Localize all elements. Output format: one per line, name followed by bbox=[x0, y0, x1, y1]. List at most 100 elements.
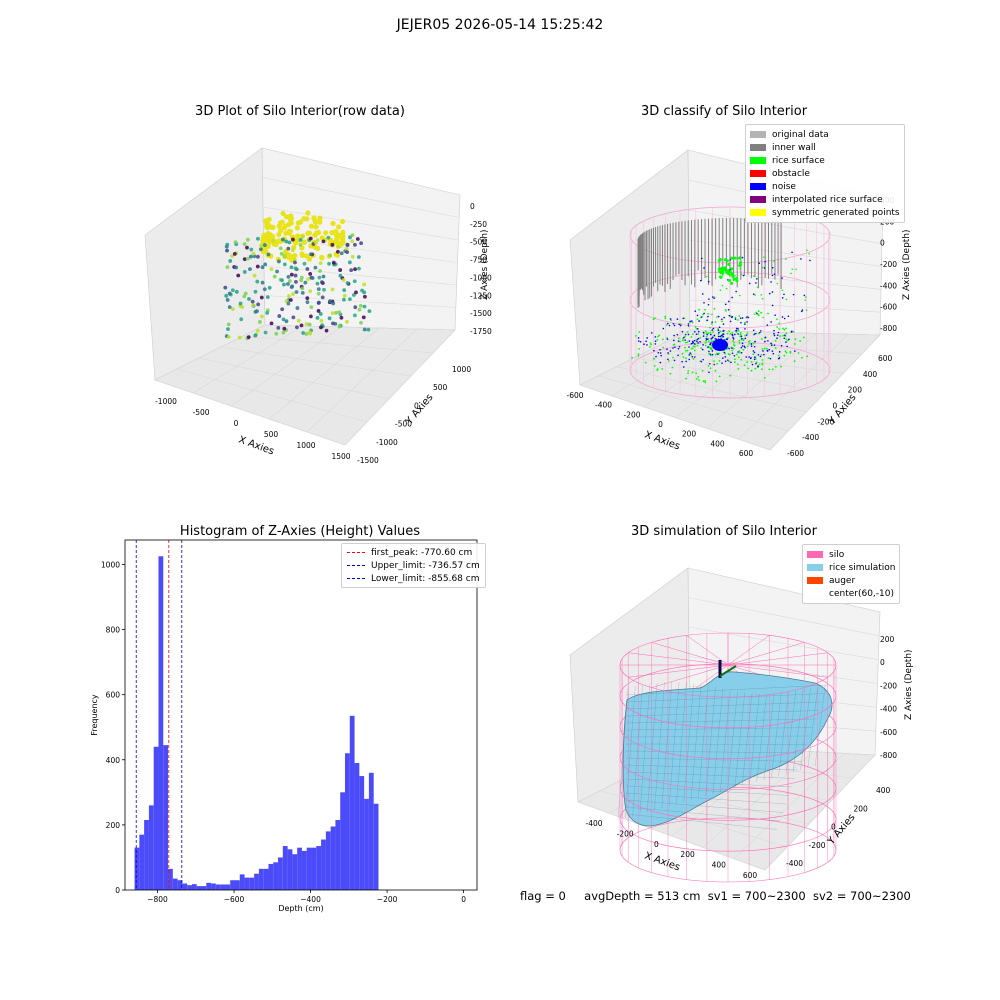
legend-label: obstacle bbox=[772, 168, 810, 179]
data-point bbox=[226, 322, 231, 327]
data-point bbox=[267, 232, 274, 238]
gridline bbox=[688, 239, 882, 267]
histogram-bar bbox=[273, 862, 279, 890]
silo-roof-spoke bbox=[628, 652, 729, 666]
noise-point bbox=[740, 335, 743, 338]
data-point bbox=[270, 224, 276, 231]
noise-point bbox=[792, 293, 795, 296]
y-tick-label: 1000 bbox=[452, 365, 471, 374]
noise-point bbox=[688, 354, 691, 356]
rice-surface-point bbox=[735, 276, 739, 280]
rice-surface-point bbox=[774, 339, 777, 342]
noise-point bbox=[737, 351, 739, 353]
figure-title: JEJER05 2026-05-14 15:25:42 bbox=[396, 17, 604, 33]
rice-surface-point bbox=[737, 329, 740, 332]
data-point bbox=[287, 294, 291, 298]
x-tick-label: 0 bbox=[654, 840, 659, 849]
rice-surface-point bbox=[758, 363, 761, 366]
rice-surface-point bbox=[785, 332, 788, 335]
data-point bbox=[248, 254, 253, 259]
legend-label: silo bbox=[829, 549, 845, 560]
panel3-vlines bbox=[135, 540, 183, 890]
rice-surface-point bbox=[728, 353, 731, 356]
data-point bbox=[228, 259, 233, 263]
histogram-bar bbox=[177, 880, 183, 890]
legend-label: Upper_limit: -736.57 cm bbox=[371, 560, 480, 571]
rice-surface-point bbox=[755, 361, 758, 364]
rice-surface-point bbox=[726, 332, 729, 335]
data-point bbox=[316, 291, 321, 296]
data-point bbox=[318, 269, 322, 273]
data-point bbox=[274, 331, 279, 336]
mesh-line bbox=[720, 690, 731, 793]
noise-point bbox=[734, 333, 736, 336]
noise-point bbox=[768, 292, 771, 295]
rice-surface-point bbox=[703, 332, 705, 335]
data-point bbox=[242, 294, 247, 299]
legend-line bbox=[347, 578, 365, 579]
x-tick-label: 200 bbox=[680, 850, 695, 859]
rice-surface-point bbox=[695, 327, 698, 330]
noise-point bbox=[730, 361, 732, 364]
y-tick-label: 600 bbox=[878, 354, 893, 363]
data-point bbox=[353, 242, 357, 247]
data-point bbox=[233, 240, 238, 245]
data-point bbox=[266, 239, 273, 245]
noise-point bbox=[774, 314, 776, 316]
rice-surface-point bbox=[665, 324, 668, 326]
data-point bbox=[345, 243, 350, 248]
noise-point bbox=[687, 325, 690, 327]
rice-surface-point bbox=[732, 347, 735, 350]
noise-point bbox=[773, 344, 776, 347]
noise-point bbox=[639, 340, 642, 343]
histogram-bar bbox=[239, 874, 245, 890]
noise-point bbox=[685, 360, 687, 363]
data-point bbox=[352, 313, 357, 318]
mesh-line bbox=[683, 683, 694, 803]
noise-point bbox=[676, 333, 679, 336]
data-point bbox=[291, 292, 295, 296]
rice-surface-point bbox=[637, 353, 640, 356]
noise-point bbox=[688, 358, 691, 361]
gridline bbox=[688, 209, 883, 244]
data-point bbox=[312, 232, 318, 238]
data-point bbox=[267, 285, 272, 290]
mesh-line bbox=[625, 718, 817, 724]
data-point bbox=[279, 251, 284, 256]
data-point bbox=[304, 322, 309, 326]
mesh-line bbox=[814, 685, 826, 767]
noise-point bbox=[734, 318, 737, 320]
mesh-line bbox=[625, 785, 790, 796]
noise-point bbox=[678, 323, 680, 326]
histogram-bar bbox=[182, 883, 188, 890]
data-point bbox=[313, 224, 319, 230]
rice-surface-point bbox=[747, 367, 750, 370]
rice-surface-point bbox=[638, 331, 641, 333]
data-point bbox=[238, 301, 243, 306]
rice-surface-point bbox=[684, 341, 687, 344]
panel3-yticks: 0 200 400 600 800 1000 bbox=[101, 560, 125, 895]
data-point bbox=[258, 247, 263, 252]
status-footer: flag = 0 avgDepth = 513 cm sv1 = 700~230… bbox=[520, 889, 911, 903]
rice-surface-point bbox=[684, 346, 686, 349]
noise-point bbox=[711, 329, 714, 331]
noise-point bbox=[673, 359, 676, 362]
rice-surface-point bbox=[799, 340, 802, 342]
noise-point bbox=[724, 303, 727, 306]
noise-point bbox=[701, 348, 704, 351]
z-tick-label: -500 bbox=[470, 238, 487, 247]
data-point bbox=[262, 287, 267, 292]
histogram-bar bbox=[306, 847, 312, 890]
y-tick-label: -200 bbox=[817, 417, 834, 426]
rice-surface-point bbox=[728, 330, 730, 333]
y-tick-label: 0 bbox=[833, 402, 838, 411]
noise-point bbox=[673, 334, 675, 337]
histogram-bar bbox=[163, 745, 169, 890]
noise-point bbox=[747, 316, 750, 319]
noise-point bbox=[669, 318, 672, 320]
data-point bbox=[260, 314, 264, 319]
noise-point bbox=[741, 273, 743, 276]
rice-surface-point bbox=[690, 353, 693, 356]
noise-point bbox=[718, 326, 721, 329]
data-point bbox=[344, 247, 349, 251]
